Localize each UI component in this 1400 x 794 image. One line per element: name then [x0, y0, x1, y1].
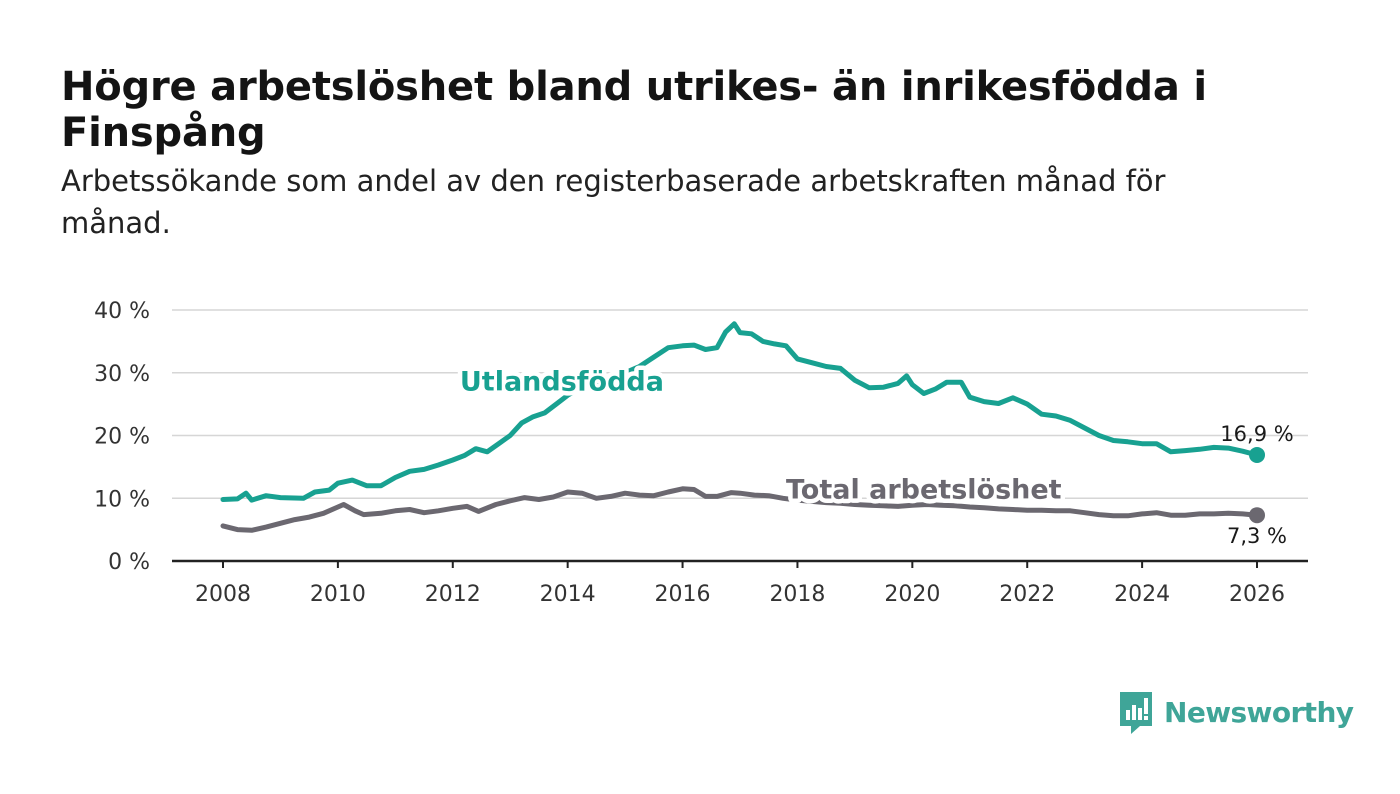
series-end-label: 7,3 % — [1227, 524, 1287, 548]
y-axis-ticks: 0 % 10 % 20 % 30 % 40 % — [94, 299, 150, 575]
x-tick-label: 2024 — [1114, 582, 1170, 607]
x-tick-label: 2022 — [999, 582, 1055, 607]
brand-name: Newsworthy — [1164, 695, 1354, 729]
series-line-total-arbetsl-shet — [220, 486, 1260, 533]
series-line-utlandsf-dda — [220, 321, 1260, 503]
series-lines — [220, 321, 1265, 533]
series-annotation: Total arbetslöshet — [786, 474, 1062, 505]
y-tick-label: 0 % — [108, 550, 150, 575]
chart-title: Högre arbetslöshet bland utrikes- än inr… — [61, 64, 1207, 156]
chart-subtitle: Arbetssökande som andel av den registerb… — [61, 164, 1166, 240]
annotation-halo: Utlandsfödda — [460, 366, 664, 397]
x-tick-label: 2008 — [195, 582, 251, 607]
line-chart: 0 % 10 % 20 % 30 % 40 % 2008 2010 2012 2014 2016… — [94, 299, 1308, 607]
series-end-marker — [1249, 507, 1265, 524]
x-tick-label: 2016 — [655, 582, 711, 607]
series-annotation: Utlandsfödda — [460, 366, 664, 397]
y-tick-label: 40 % — [94, 299, 150, 324]
y-tick-label: 10 % — [94, 487, 150, 512]
x-tick-label: 2010 — [310, 582, 366, 607]
x-tick-label: 2014 — [540, 582, 596, 607]
newsworthy-brand: Newsworthy — [1118, 689, 1354, 735]
series-end-label: 16,9 % — [1220, 422, 1293, 446]
y-tick-label: 20 % — [94, 425, 150, 450]
series-annotations: 16,9 %7,3 %UtlandsföddaUtlandsföddaTotal… — [455, 362, 1293, 548]
x-tick-label: 2018 — [769, 582, 825, 607]
series-end-marker — [1249, 446, 1265, 463]
y-tick-label: 30 % — [94, 362, 150, 387]
gridlines — [172, 309, 1308, 499]
x-tick-label: 2012 — [425, 582, 481, 607]
x-tick-label: 2026 — [1229, 582, 1285, 607]
newsworthy-logo-icon — [1120, 692, 1152, 734]
x-tick-label: 2020 — [884, 582, 940, 607]
x-axis: 2008 2010 2012 2014 2016 2018 2020 2022 2024 2026 — [172, 559, 1308, 607]
annotation-halo: Total arbetslöshet — [786, 474, 1062, 505]
